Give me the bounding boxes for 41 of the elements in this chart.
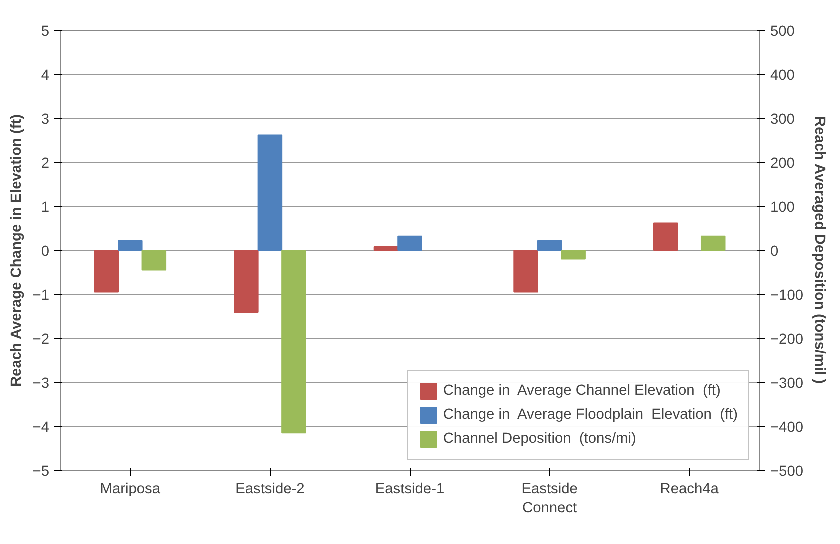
y-tick-label: 2 bbox=[41, 156, 50, 172]
y2-tick-label: 400 bbox=[770, 68, 795, 84]
y-tick-label: 0 bbox=[41, 244, 50, 260]
bar bbox=[94, 250, 120, 293]
x-tick-label: Eastside Connect bbox=[522, 482, 578, 517]
y2-tick-label: 100 bbox=[770, 200, 795, 216]
y-tick-label: 3 bbox=[41, 112, 50, 128]
x-tick-label: Reach4a bbox=[660, 482, 720, 498]
y2-tick-label: −500 bbox=[770, 464, 804, 480]
x-tick-label: Eastside-2 bbox=[236, 482, 305, 498]
legend-label: Change in Average Floodplain Elevation (ft) bbox=[443, 407, 738, 423]
bar bbox=[537, 240, 562, 251]
y2-tick-label: 200 bbox=[770, 156, 795, 172]
y2-tick-label: −300 bbox=[770, 376, 804, 392]
y-tick-label: 1 bbox=[41, 200, 50, 216]
legend-label: Change in Average Channel Elevation (ft) bbox=[443, 383, 721, 399]
y-axis-title: Reach Average Change in Elevation (ft) bbox=[8, 114, 25, 388]
bar bbox=[653, 222, 678, 251]
bar bbox=[258, 134, 283, 251]
y-tick-label: −3 bbox=[32, 376, 50, 392]
y2-axis-title: Reach Averaged Deposition (tons/mil ) bbox=[812, 116, 828, 384]
y-tick-label: −4 bbox=[32, 420, 50, 436]
y-tick-label: 4 bbox=[41, 68, 50, 84]
bar bbox=[514, 250, 538, 293]
y-tick-label: −1 bbox=[32, 288, 50, 304]
bar bbox=[118, 240, 143, 251]
x-tick-label: Mariposa bbox=[100, 482, 162, 498]
y2-tick-label: 500 bbox=[770, 24, 795, 40]
bar bbox=[374, 246, 399, 251]
y2-tick-label: 0 bbox=[770, 244, 779, 260]
y2-tick-label: 300 bbox=[770, 112, 795, 128]
bar bbox=[234, 250, 259, 314]
y2-tick-label: −200 bbox=[770, 332, 804, 348]
y-tick-label: −5 bbox=[32, 464, 50, 480]
y2-tick-label: −400 bbox=[770, 420, 804, 436]
legend-label: Channel Deposition (tons/mi) bbox=[443, 431, 636, 447]
y2-tick-label: −100 bbox=[770, 288, 804, 304]
x-tick-label: Eastside-1 bbox=[375, 482, 445, 498]
y-tick-label: 5 bbox=[41, 24, 50, 40]
bar bbox=[398, 236, 422, 251]
y-tick-label: −2 bbox=[32, 332, 50, 348]
